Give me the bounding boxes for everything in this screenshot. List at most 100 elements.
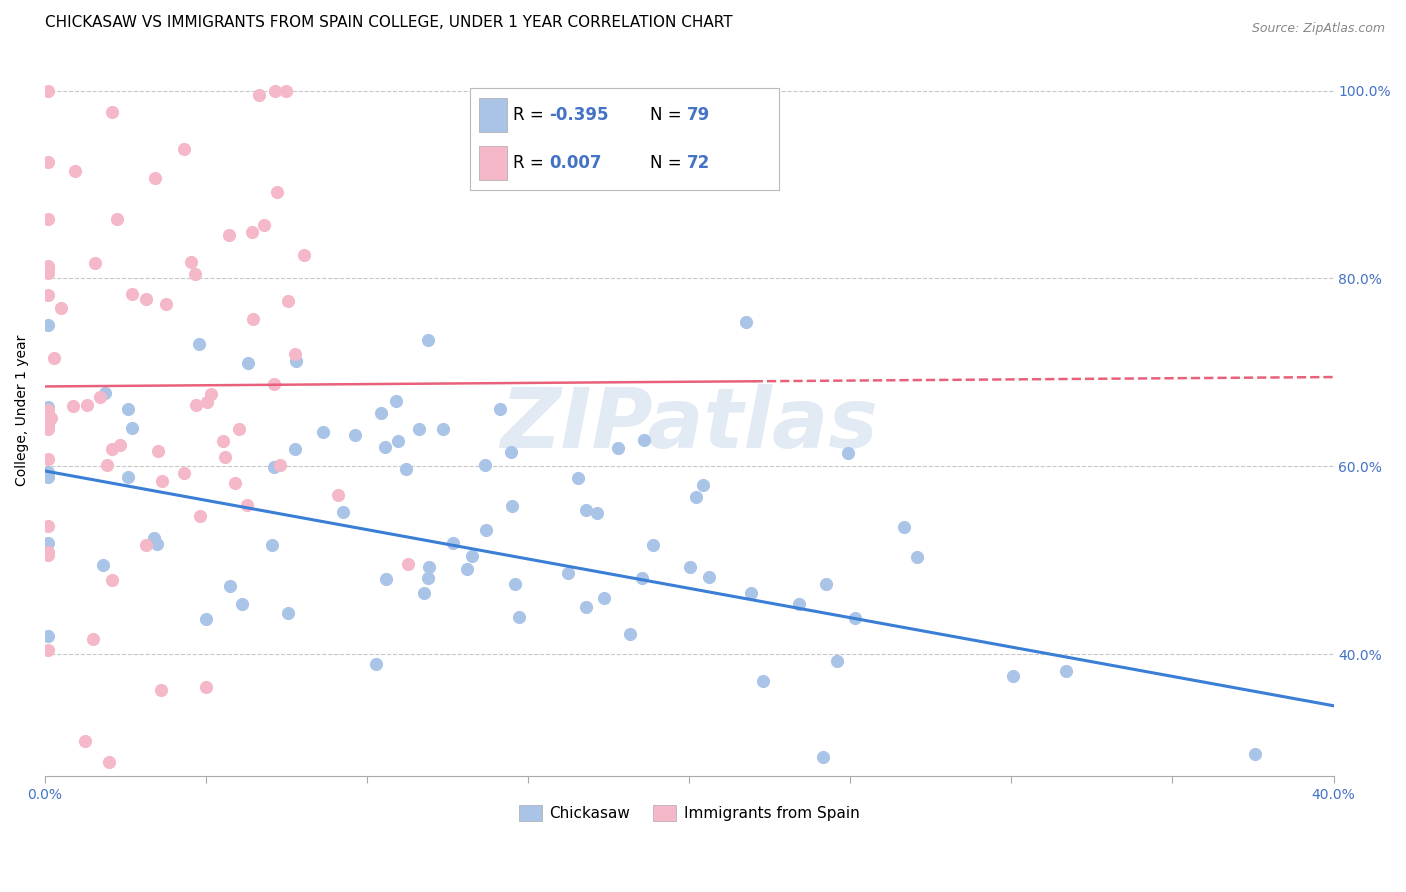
Point xyxy=(37,266,59,280)
Point xyxy=(135,293,157,307)
Point xyxy=(395,461,418,475)
Point xyxy=(37,519,59,533)
Point xyxy=(370,406,392,420)
Point xyxy=(606,441,628,455)
Point xyxy=(224,476,246,491)
Point xyxy=(184,267,207,281)
Point xyxy=(240,226,263,240)
Point xyxy=(269,458,291,473)
Point xyxy=(37,548,59,562)
Point xyxy=(332,504,354,518)
Point xyxy=(173,466,195,480)
Point xyxy=(679,560,702,574)
Point xyxy=(143,170,166,185)
Point xyxy=(200,387,222,401)
Point xyxy=(37,415,59,429)
Point xyxy=(194,612,217,626)
Point xyxy=(37,629,59,643)
Point xyxy=(108,438,131,452)
Point xyxy=(592,591,614,605)
Point xyxy=(89,390,111,404)
Point xyxy=(37,211,59,226)
Point xyxy=(343,428,366,442)
Point xyxy=(37,84,59,98)
Point xyxy=(155,297,177,311)
Point xyxy=(105,211,128,226)
Point xyxy=(374,572,396,586)
Point xyxy=(277,607,299,621)
Point xyxy=(37,470,59,484)
Point xyxy=(121,421,143,435)
Point xyxy=(173,142,195,156)
Point xyxy=(416,571,439,585)
Point xyxy=(575,600,598,615)
Point xyxy=(37,419,59,434)
Text: CHICKASAW VS IMMIGRANTS FROM SPAIN COLLEGE, UNDER 1 YEAR CORRELATION CHART: CHICKASAW VS IMMIGRANTS FROM SPAIN COLLE… xyxy=(45,15,733,30)
Point xyxy=(557,566,579,581)
Point xyxy=(91,558,114,572)
Point xyxy=(73,734,96,748)
Point xyxy=(277,294,299,309)
Point xyxy=(150,683,173,698)
Point xyxy=(374,440,396,454)
Point xyxy=(146,444,169,458)
Point xyxy=(188,509,211,524)
Point xyxy=(461,549,484,563)
Point xyxy=(37,318,59,333)
Point xyxy=(501,500,523,514)
Point xyxy=(37,400,59,414)
Point xyxy=(37,259,59,273)
Point xyxy=(474,458,496,472)
Point xyxy=(82,632,104,647)
Point xyxy=(121,287,143,301)
Point xyxy=(214,450,236,464)
Point xyxy=(266,185,288,199)
Point xyxy=(827,654,849,668)
Point xyxy=(211,434,233,448)
Point xyxy=(326,488,349,502)
Legend: Chickasaw, Immigrants from Spain: Chickasaw, Immigrants from Spain xyxy=(513,799,866,827)
Point xyxy=(135,538,157,552)
Point xyxy=(488,401,510,416)
Point xyxy=(631,571,654,585)
Point xyxy=(218,228,240,243)
Point xyxy=(567,471,589,485)
Point xyxy=(117,401,139,416)
Point xyxy=(432,422,454,436)
Point xyxy=(575,503,598,517)
Point xyxy=(37,465,59,479)
Point xyxy=(228,421,250,435)
Y-axis label: College, Under 1 year: College, Under 1 year xyxy=(15,334,30,485)
Point xyxy=(96,458,118,473)
Point xyxy=(49,301,72,315)
Point xyxy=(94,385,117,400)
Point xyxy=(184,398,207,412)
Point xyxy=(236,498,259,512)
Point xyxy=(752,673,775,688)
Point xyxy=(499,445,522,459)
Point xyxy=(685,490,707,504)
Point xyxy=(284,442,307,457)
Point xyxy=(697,570,720,584)
Point xyxy=(150,474,173,488)
Point xyxy=(292,248,315,262)
Point xyxy=(387,434,409,448)
Point xyxy=(142,531,165,545)
Point xyxy=(100,442,122,456)
Point xyxy=(396,558,419,572)
Point xyxy=(633,434,655,448)
Point xyxy=(101,104,124,119)
Point xyxy=(735,315,758,329)
Point xyxy=(37,155,59,169)
Point xyxy=(475,524,498,538)
Point xyxy=(408,422,430,436)
Point xyxy=(441,536,464,550)
Point xyxy=(236,355,259,369)
Point xyxy=(285,354,308,368)
Point xyxy=(101,573,124,587)
Point xyxy=(263,377,285,392)
Point xyxy=(37,261,59,276)
Point xyxy=(37,287,59,301)
Point xyxy=(247,87,270,102)
Point xyxy=(37,403,59,417)
